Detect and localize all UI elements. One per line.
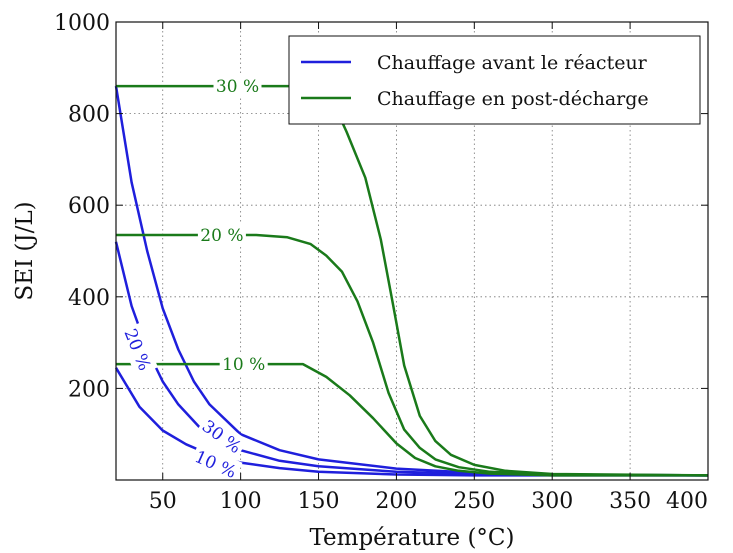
x-axis-label: Température (°C) — [309, 525, 514, 551]
x-tick-label: 400 — [666, 489, 708, 514]
curve-label-text: 30 % — [216, 77, 259, 97]
curve-label-post: 10 % — [219, 352, 268, 377]
series-line-post-30 — [116, 84, 709, 477]
curve-label-post: 20 % — [197, 223, 246, 247]
legend-entry-post: Chauffage en post-décharge — [377, 88, 649, 110]
legend-entry-avant: Chauffage avant le réacteur — [377, 52, 648, 74]
x-tick-label: 50 — [149, 489, 177, 514]
axis-ticks: 50 100 150 200 250 300 350 400 200 400 600 800 1000 — [54, 11, 709, 514]
x-tick-label: 250 — [453, 489, 495, 514]
legend-box — [288, 35, 701, 125]
x-tick-label: 350 — [609, 489, 651, 514]
legend: Chauffage avant le réacteur Chauffage en… — [288, 35, 701, 125]
series-line-post-20 — [116, 233, 709, 477]
curve-label-gap — [188, 443, 243, 485]
curve-label-text: 10 % — [222, 355, 265, 375]
curve-label-gap — [195, 412, 249, 461]
y-tick-label: 600 — [68, 194, 110, 219]
x-tick-label: 150 — [298, 489, 340, 514]
y-axis-label: SEI (J/L) — [12, 201, 38, 300]
curve-label-gap — [213, 74, 262, 99]
curve-label-gap — [197, 223, 246, 247]
series-line-post-10 — [116, 362, 708, 477]
curve-labels: 10 %20 %30 %10 %20 %30 % — [117, 74, 268, 485]
curve-label-gap — [219, 352, 268, 377]
curve-label-gap — [117, 322, 158, 377]
curve-label-avant: 20 % — [117, 322, 158, 377]
x-tick-label: 200 — [375, 489, 417, 514]
x-tick-label: 300 — [531, 489, 573, 514]
y-tick-label: 800 — [68, 103, 110, 128]
y-tick-label: 1000 — [54, 11, 110, 36]
series-line-avant-30 — [114, 85, 709, 477]
x-tick-label: 100 — [220, 489, 262, 514]
y-tick-label: 400 — [68, 286, 110, 311]
data-series — [114, 84, 709, 477]
y-tick-label: 200 — [68, 377, 110, 402]
plot-frame — [115, 21, 709, 481]
curve-label-post: 30 % — [213, 74, 262, 99]
curve-label-text: 20 % — [200, 226, 243, 246]
